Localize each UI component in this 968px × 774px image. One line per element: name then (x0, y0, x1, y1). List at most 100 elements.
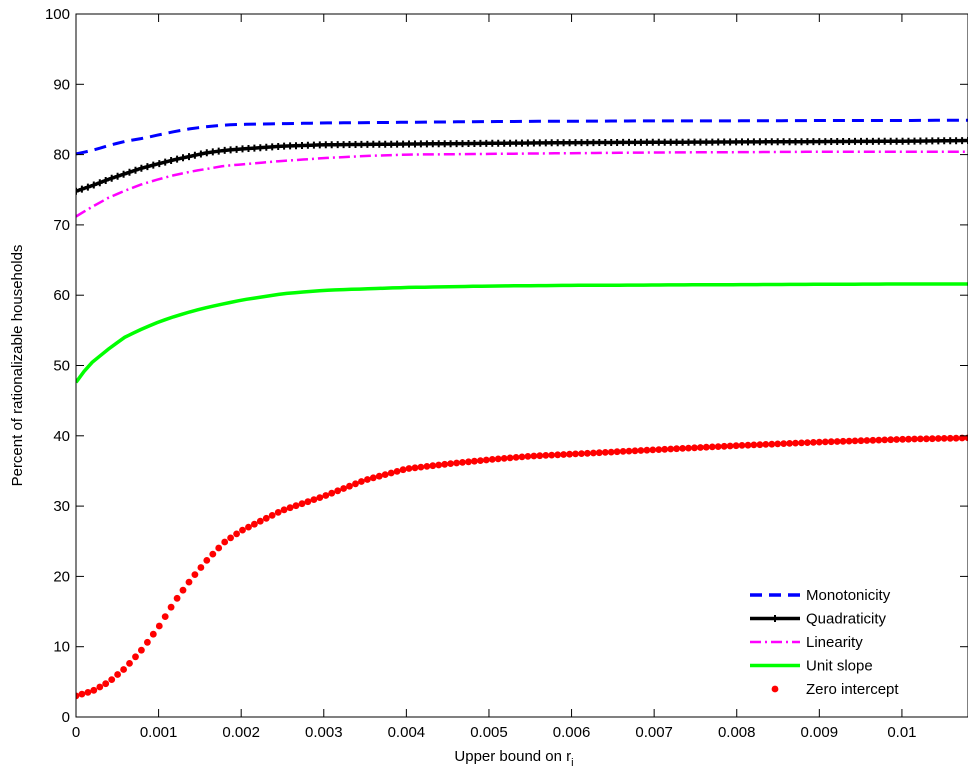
data-point (239, 145, 246, 153)
data-point (399, 466, 407, 474)
legend-item-quadraticity: Quadraticity (750, 611, 887, 628)
data-point (477, 457, 484, 464)
data-point (601, 449, 609, 456)
data-point (649, 138, 656, 146)
data-point (762, 138, 769, 146)
data-point (715, 138, 722, 146)
data-point (90, 686, 98, 694)
data-point (816, 138, 823, 146)
data-point (524, 453, 532, 460)
data-point (156, 160, 163, 168)
data-point (96, 179, 103, 187)
data-point (887, 137, 894, 145)
data-point (500, 455, 508, 462)
data-point (507, 139, 514, 147)
series-monotonicity (76, 118, 968, 156)
data-point (489, 139, 496, 147)
data-point (810, 439, 817, 446)
data-point (370, 140, 377, 148)
data-point (643, 446, 651, 454)
data-point (792, 439, 799, 447)
data-point (245, 523, 252, 531)
data-point (834, 138, 841, 145)
data-point (839, 437, 847, 445)
data-point (768, 440, 776, 448)
data-point (322, 492, 330, 499)
data-point (851, 437, 859, 445)
data-point (173, 594, 181, 602)
data-point (596, 139, 603, 146)
data-point (667, 138, 674, 146)
data-point (536, 452, 544, 460)
data-point (857, 437, 865, 445)
series-unit-slope (76, 282, 968, 384)
data-point (584, 449, 591, 457)
data-point (702, 443, 710, 451)
x-axis-title-main: Upper bound on r (454, 748, 571, 765)
data-point (911, 137, 918, 145)
data-point (572, 139, 579, 147)
data-point (369, 474, 377, 482)
data-point (566, 139, 573, 147)
data-point (299, 142, 305, 149)
axes-layer: 0 10 20 30 40 50 60 70 80 90 100 0 0.001 0.002 0.003 0.… (45, 6, 968, 741)
data-point (560, 139, 567, 147)
data-point (928, 435, 936, 443)
data-point (328, 489, 336, 497)
data-point (429, 462, 437, 470)
data-point (774, 138, 781, 146)
data-point (268, 512, 276, 519)
data-point (941, 137, 948, 145)
data-point (162, 158, 169, 166)
data-point (739, 138, 745, 146)
data-point (590, 449, 597, 457)
data-point (899, 435, 906, 443)
data-point (191, 571, 199, 578)
y-tick-label: 50 (53, 358, 70, 375)
y-tick-label: 10 (53, 639, 70, 656)
data-point (792, 138, 799, 146)
legend: Monotonicity Quadraticity Linearity Unit sl… (750, 587, 899, 698)
data-point (953, 137, 960, 145)
data-point (917, 137, 924, 145)
data-point (530, 452, 538, 460)
data-point (150, 161, 157, 169)
data-point (381, 471, 389, 478)
data-point (863, 437, 871, 444)
x-axis-title: Upper bound on ri (454, 748, 573, 769)
data-point (352, 480, 359, 488)
data-point (417, 463, 425, 471)
data-point (703, 138, 710, 146)
data-point (221, 538, 229, 546)
data-point (506, 454, 514, 462)
data-point (203, 557, 211, 564)
data-point (471, 457, 478, 465)
legend-swatch (771, 685, 779, 693)
data-point (798, 138, 805, 146)
legend-item-monotonicity: Monotonicity (750, 587, 891, 604)
data-point (649, 446, 657, 454)
data-point (845, 437, 853, 445)
data-point (180, 154, 186, 162)
data-point (227, 534, 235, 542)
data-point (197, 150, 204, 158)
legend-label: Monotonicity (806, 587, 891, 604)
data-point (858, 137, 864, 145)
data-point (382, 140, 389, 148)
data-point (376, 140, 383, 148)
data-point (691, 444, 698, 452)
data-point (346, 141, 353, 148)
data-point (304, 141, 311, 149)
data-point (875, 137, 882, 145)
data-point (780, 138, 787, 146)
legend-item-linearity: Linearity (750, 634, 863, 651)
data-point (530, 139, 537, 147)
data-point (917, 435, 924, 443)
data-point (185, 578, 193, 586)
x-tick-label: 0.002 (222, 724, 260, 741)
legend-label: Zero intercept (806, 681, 899, 698)
data-point (120, 170, 127, 178)
data-point (298, 500, 306, 508)
data-point (804, 138, 811, 146)
data-point (536, 139, 543, 147)
